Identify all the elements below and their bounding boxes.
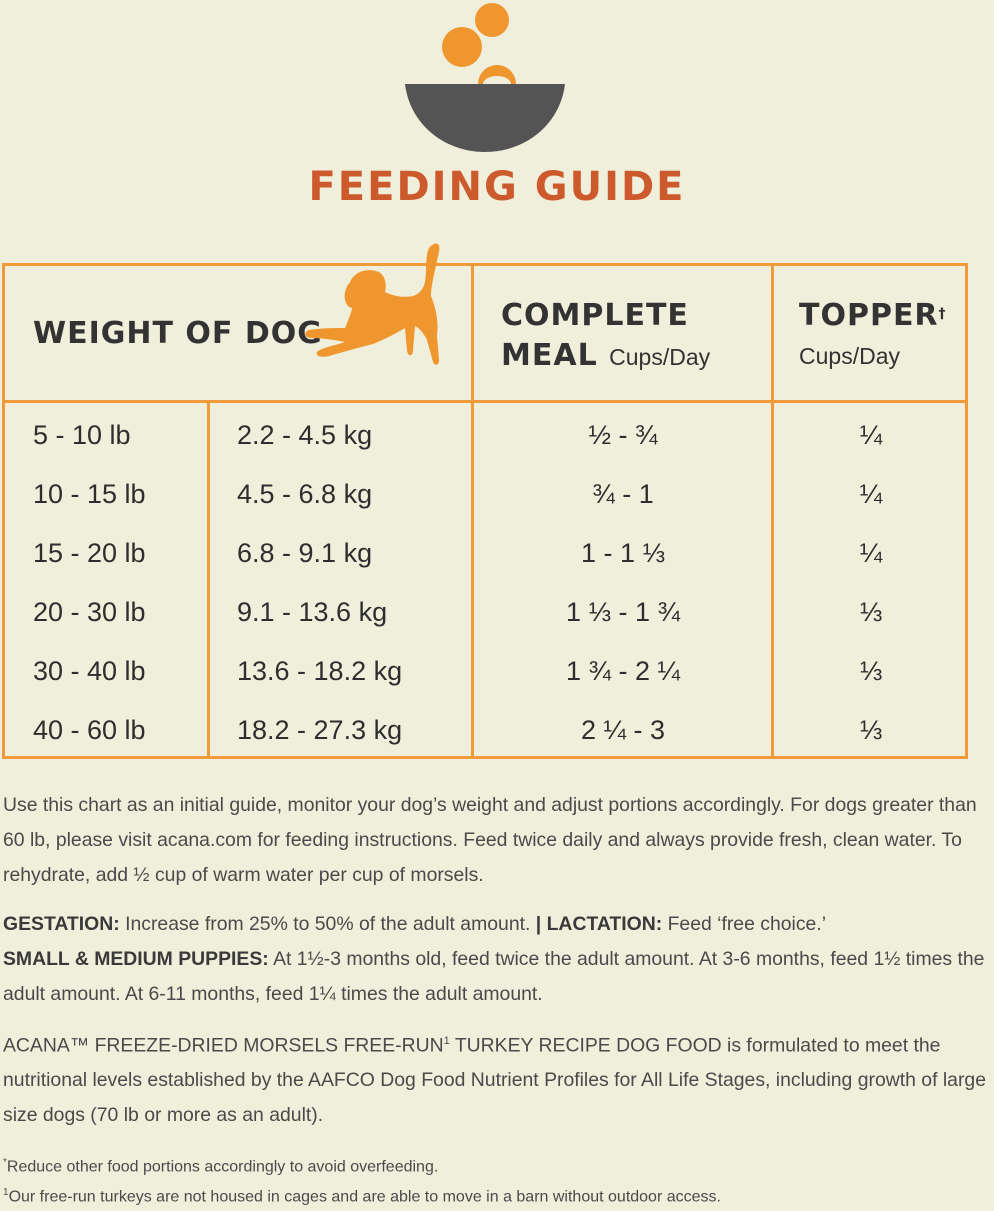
weight-lb-cell: 10 - 15 lb [33,479,146,509]
complete-meal-cell: ¾ - 1 [592,479,654,509]
topper-cell: ⅓ [859,656,883,686]
weight-kg-cell: 18.2 - 27.3 kg [237,715,403,745]
footnote-reduce-text: Reduce other food portions accordingly t… [6,1158,439,1176]
weight-lb-cell: 20 - 30 lb [33,597,146,627]
topper-cell: ¼ [859,420,883,450]
weight-lb-cell: 5 - 10 lb [33,420,131,450]
weight-kg-cell: 13.6 - 18.2 kg [237,656,403,686]
complete-meal-cell: ½ - ¾ [588,420,658,450]
puppies-label: SMALL & MEDIUM PUPPIES: [3,948,269,970]
topper-header-line1: TOPPER† [799,296,947,336]
food-bowl-icon [405,3,565,152]
table-row: 30 - 40 lb 13.6 - 18.2 kg 1 ¾ - 2 ¼ ⅓ [5,644,965,703]
note-separator: | [535,913,542,935]
weight-kg-cell: 9.1 - 13.6 kg [237,597,388,627]
topper-cell: ⅓ [859,597,883,627]
complete-meal-cell: 1 ⅓ - 1 ¾ [565,597,681,627]
complete-meal-cell: 1 ¾ - 2 ¼ [565,656,681,686]
weight-lb-cell: 30 - 40 lb [33,656,146,686]
lactation-text: Feed ‘free choice.’ [662,913,827,935]
footnotes: *Reduce other food portions accordingly … [3,1150,988,1211]
feeding-notes: Use this chart as an initial guide, moni… [3,788,988,1133]
topper-header-label: TOPPER [799,298,939,333]
intro-note: Use this chart as an initial guide, moni… [3,794,977,886]
lactation-label: LACTATION: [541,913,663,935]
weight-header: WEIGHT OF DOG [33,316,323,351]
weight-kg-cell: 6.8 - 9.1 kg [237,538,373,568]
table-row: 20 - 30 lb 9.1 - 13.6 kg 1 ⅓ - 1 ¾ ⅓ [5,585,965,644]
aafco-sup: 1 [443,1035,450,1047]
aafco-text-2: TURKEY RECIPE DOG FOOD is formulated to … [3,1034,986,1127]
footnote-mark-dagger: * [3,1157,7,1168]
weight-lb-cell: 15 - 20 lb [33,538,146,568]
complete-header-line1: COMPLETE [501,298,689,333]
footnote-free-run-text: Our free-run turkeys are not housed in c… [8,1188,721,1206]
playful-dog-icon [305,243,440,365]
weight-kg-cell: 4.5 - 6.8 kg [237,479,373,509]
topper-cell: ⅓ [859,715,883,745]
page-title: FEEDING GUIDE [308,164,686,210]
aafco-text-1: ACANA™ FREEZE-DRIED MORSELS FREE-RUN [3,1034,444,1057]
table-row: 40 - 60 lb 18.2 - 27.3 kg 2 ¼ - 3 ⅓ [5,703,965,762]
topper-cell: ¼ [859,479,883,509]
gestation-label: GESTATION: [3,913,120,935]
topper-cell: ¼ [859,538,883,568]
weight-lb-cell: 40 - 60 lb [33,715,146,745]
aafco-note: ACANA™ FREEZE-DRIED MORSELS FREE-RUN1 TU… [3,1024,988,1133]
gestation-text: Increase from 25% to 50% of the adult am… [119,913,536,935]
complete-header-meal: MEAL [501,338,598,373]
weight-kg-cell: 2.2 - 4.5 kg [237,420,373,450]
complete-header-line2: MEAL Cups/Day [501,336,710,377]
puppies-text: At 1½-3 months old, feed twice the adult… [3,948,985,1005]
footnote-mark-one: 1 [3,1187,9,1199]
footnote-reduce: *Reduce other food portions accordingly … [3,1150,988,1180]
topper-dagger-mark: † [938,306,947,322]
table-row: 15 - 20 lb 6.8 - 9.1 kg 1 - 1 ⅓ ¼ [5,526,965,585]
table-row: 5 - 10 lb 2.2 - 4.5 kg ½ - ¾ ¼ [5,408,965,467]
gestation-note: GESTATION: Increase from 25% to 50% of t… [3,907,988,1012]
complete-meal-cell: 2 ¼ - 3 [580,715,666,745]
topper-header-unit: Cups/Day [799,343,900,369]
topper-header: TOPPER† Cups/Day [799,296,947,376]
complete-meal-header: COMPLETE MEAL Cups/Day [501,296,710,377]
feeding-table: WEIGHT OF DOG COMPLETE MEAL Cups/Day TOP… [2,243,968,762]
complete-header-unit: Cups/Day [609,344,711,370]
complete-meal-cell: 1 - 1 ⅓ [580,538,666,568]
footnote-free-run: 1Our free-run turkeys are not housed in … [3,1180,988,1210]
table-row: 10 - 15 lb 4.5 - 6.8 kg ¾ - 1 ¼ [5,467,965,526]
